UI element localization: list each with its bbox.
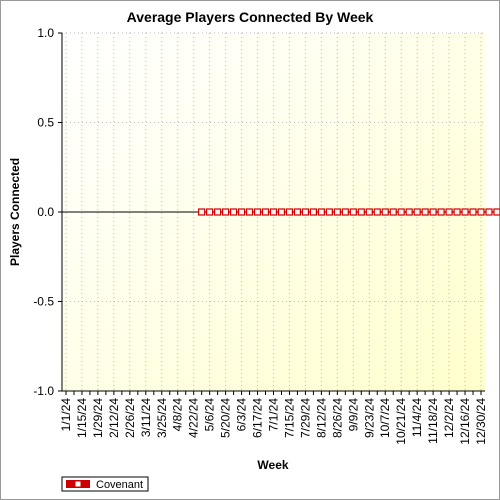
data-point: [493, 208, 500, 216]
data-point: [317, 208, 325, 216]
x-tick-label: 3/11/24: [139, 398, 153, 437]
legend-label: Covenant: [96, 479, 143, 491]
data-point: [206, 208, 214, 216]
x-tick-label: 9/23/24: [362, 398, 376, 438]
chart-title: Average Players Connected By Week: [127, 9, 374, 25]
x-tick-label: 11/4/24: [410, 398, 424, 437]
y-axis-label: Players Connected: [8, 158, 22, 266]
data-point: [214, 208, 222, 216]
data-point: [365, 208, 373, 216]
data-point: [341, 208, 349, 216]
x-tick-label: 12/2/24: [442, 398, 456, 438]
data-point: [437, 208, 445, 216]
data-point: [261, 208, 270, 216]
data-point: [293, 208, 302, 216]
data-point: [349, 208, 357, 216]
data-point: [325, 208, 333, 216]
x-tick-label: 8/12/24: [314, 398, 328, 438]
x-tick-label: 11/18/24: [426, 398, 440, 444]
x-tick-label: 9/9/24: [346, 398, 360, 432]
x-tick-label: 6/3/24: [235, 398, 249, 432]
data-point: [198, 208, 206, 216]
y-tick-label: 1.0: [37, 26, 54, 40]
data-point: [269, 208, 278, 216]
data-point: [285, 208, 294, 216]
x-tick-label: 5/20/24: [219, 398, 233, 438]
data-point: [413, 208, 421, 216]
x-tick-label: 2/26/24: [123, 398, 137, 438]
y-tick-label: -1.0: [33, 384, 54, 398]
data-point: [485, 208, 493, 216]
data-point: [381, 208, 389, 216]
x-tick-label: 12/30/24: [474, 398, 488, 445]
data-point: [229, 208, 238, 216]
data-point: [245, 208, 254, 216]
x-tick-label: 2/12/24: [107, 398, 121, 438]
y-tick-label: -0.5: [33, 295, 54, 309]
data-point: [237, 208, 246, 216]
x-tick-label: 10/21/24: [394, 398, 408, 445]
data-point: [445, 208, 453, 216]
data-point: [333, 208, 341, 216]
x-tick-label: 12/16/24: [458, 398, 472, 445]
y-tick-label: 0.5: [37, 116, 54, 130]
data-point: [421, 208, 429, 216]
data-point: [301, 208, 310, 216]
x-tick-label: 7/15/24: [282, 398, 296, 438]
data-point: [277, 208, 286, 216]
x-tick-label: 7/1/24: [267, 398, 281, 432]
x-tick-label: 6/17/24: [251, 398, 265, 438]
data-point: [477, 208, 485, 216]
data-point: [397, 208, 405, 216]
data-point: [389, 208, 397, 216]
x-axis-label: Week: [257, 458, 288, 472]
y-tick-label: 0.0: [37, 205, 54, 219]
data-point: [461, 208, 469, 216]
x-tick-label: 3/25/24: [155, 398, 169, 438]
data-point: [429, 208, 437, 216]
legend-marker: [74, 480, 82, 488]
data-point: [222, 208, 230, 216]
x-tick-label: 4/8/24: [171, 398, 185, 432]
x-tick-label: 1/1/24: [59, 398, 73, 432]
x-tick-label: 1/15/24: [75, 398, 89, 438]
data-point: [309, 208, 318, 216]
data-point: [357, 208, 365, 216]
x-tick-label: 7/29/24: [298, 398, 312, 438]
x-tick-label: 5/6/24: [203, 398, 217, 432]
data-point: [453, 208, 461, 216]
data-point: [469, 208, 477, 216]
x-tick-label: 10/7/24: [378, 398, 392, 438]
x-tick-label: 1/29/24: [91, 398, 105, 438]
data-point: [405, 208, 413, 216]
data-point: [253, 208, 262, 216]
data-point: [373, 208, 381, 216]
x-tick-label: 4/22/24: [187, 398, 201, 438]
x-tick-label: 8/26/24: [330, 398, 344, 438]
